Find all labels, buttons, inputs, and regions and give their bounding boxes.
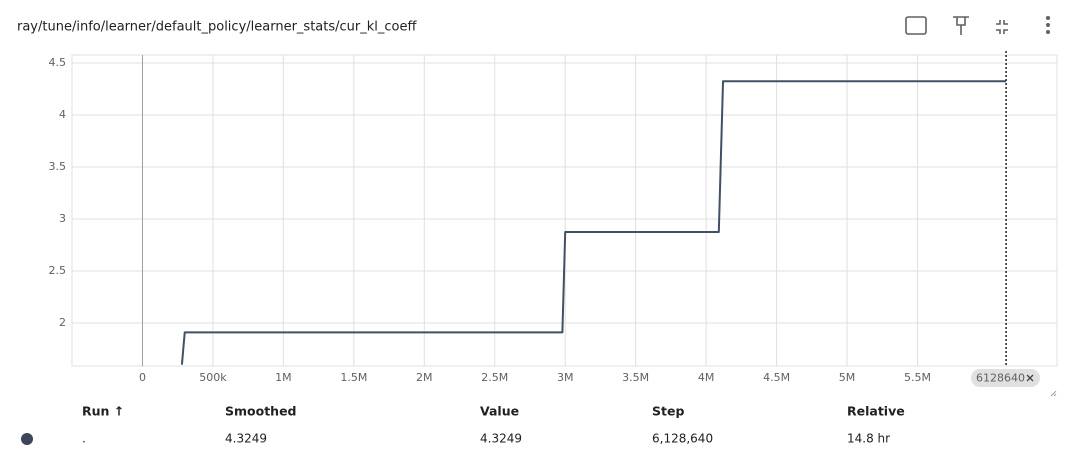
table-header: Relative: [847, 404, 905, 419]
plot: [72, 55, 1057, 366]
fit-icon[interactable]: [905, 16, 927, 35]
table-header: Step: [652, 404, 684, 419]
table-cell: 6,128,640: [652, 432, 713, 446]
x-tick-label: 4.5M: [763, 371, 790, 384]
x-tick-label: 1M: [275, 371, 292, 384]
table-header: Smoothed: [225, 404, 297, 419]
step-chip-label: 6128640: [976, 372, 1025, 385]
run-color-dot: [21, 433, 33, 445]
table-cell: 4.3249: [225, 432, 267, 446]
x-tick-label: 3.5M: [622, 371, 649, 384]
collapse-icon[interactable]: [996, 20, 1008, 34]
y-tick-label: 4: [59, 108, 66, 121]
x-tick-label: 1.5M: [340, 371, 367, 384]
table-header: Run ↑: [82, 404, 124, 419]
x-tick-label: 4M: [698, 371, 715, 384]
y-tick-label: 3: [59, 212, 66, 225]
table-cell: .: [82, 432, 86, 446]
table-header: Value: [480, 404, 519, 419]
x-tick-label: 0: [139, 371, 146, 384]
y-tick-label: 2.5: [49, 264, 67, 277]
toolbar[interactable]: [905, 16, 1050, 35]
table-cell: 4.3249: [480, 432, 522, 446]
resize-handle[interactable]: [1050, 390, 1057, 397]
x-tick-label: 5.5M: [904, 371, 931, 384]
chip-close[interactable]: [1026, 374, 1034, 382]
chart-title: ray/tune/info/learner/default_policy/lea…: [17, 20, 417, 35]
x-tick-label: 5M: [839, 371, 856, 384]
y-tick-label: 3.5: [49, 160, 67, 173]
x-tick-label: 2M: [416, 371, 433, 384]
table-cell: 14.8 hr: [847, 432, 890, 446]
plot-frame: [71, 54, 1058, 367]
y-tick-label: 2: [59, 316, 66, 329]
step-chip[interactable]: [971, 369, 1040, 387]
x-tick-label: 500k: [199, 371, 227, 384]
y-tick-label: 4.5: [49, 56, 67, 69]
x-tick-label: 2.5M: [481, 371, 508, 384]
x-tick-label: 3M: [557, 371, 574, 384]
pin-icon[interactable]: [953, 16, 969, 35]
series-line: [180, 80, 1007, 365]
menu-icon[interactable]: [1046, 16, 1050, 34]
